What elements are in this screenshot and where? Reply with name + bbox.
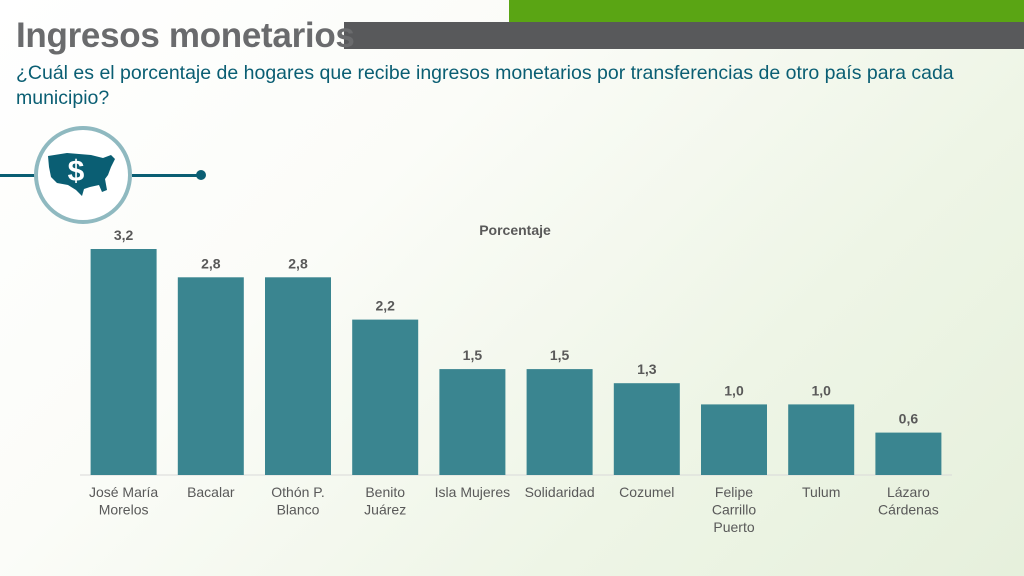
bar — [788, 404, 855, 475]
data-label: 2,2 — [375, 298, 395, 314]
bar — [875, 432, 942, 475]
category-label: Tulum — [802, 484, 840, 500]
data-label: 1,5 — [550, 347, 570, 363]
bar — [526, 369, 593, 475]
data-label: 1,5 — [463, 347, 483, 363]
bar — [613, 383, 680, 475]
bar — [701, 404, 767, 475]
category-label: Cozumel — [619, 484, 674, 500]
bar — [352, 319, 419, 475]
bar — [265, 277, 331, 475]
category-label: Felipe Carrillo Puerto — [712, 484, 757, 535]
data-label: 3,2 — [114, 227, 134, 243]
data-label: 2,8 — [201, 255, 221, 271]
bar — [177, 277, 244, 475]
data-label: 1,0 — [811, 382, 831, 398]
header-accent-green — [509, 0, 1024, 22]
category-label: Othón P. Blanco — [271, 484, 324, 518]
emblem-line-right — [132, 174, 198, 177]
page-subtitle: ¿Cuál es el porcentaje de hogares que re… — [16, 62, 954, 109]
category-label: Solidaridad — [525, 484, 595, 500]
data-label: 0,6 — [899, 411, 919, 427]
bar — [439, 369, 506, 475]
emblem-dot — [196, 170, 206, 180]
page-title: Ingresos monetarios — [16, 16, 355, 55]
emblem-line-left — [0, 174, 36, 177]
bar — [90, 249, 157, 475]
data-label: 1,3 — [637, 361, 657, 377]
us-map-dollar-icon: $ — [48, 153, 115, 196]
category-label: Benito Juárez — [364, 484, 406, 518]
data-label: 2,8 — [288, 255, 308, 271]
category-label: José María Morelos — [89, 484, 158, 518]
header-accent-gray — [344, 22, 1024, 49]
category-label: Lázaro Cárdenas — [878, 484, 939, 518]
chart-title: Porcentaje — [479, 222, 551, 238]
category-label: Isla Mujeres — [435, 484, 510, 500]
data-label: 1,0 — [724, 382, 744, 398]
category-label: Bacalar — [187, 484, 235, 500]
svg-text:$: $ — [68, 155, 85, 188]
